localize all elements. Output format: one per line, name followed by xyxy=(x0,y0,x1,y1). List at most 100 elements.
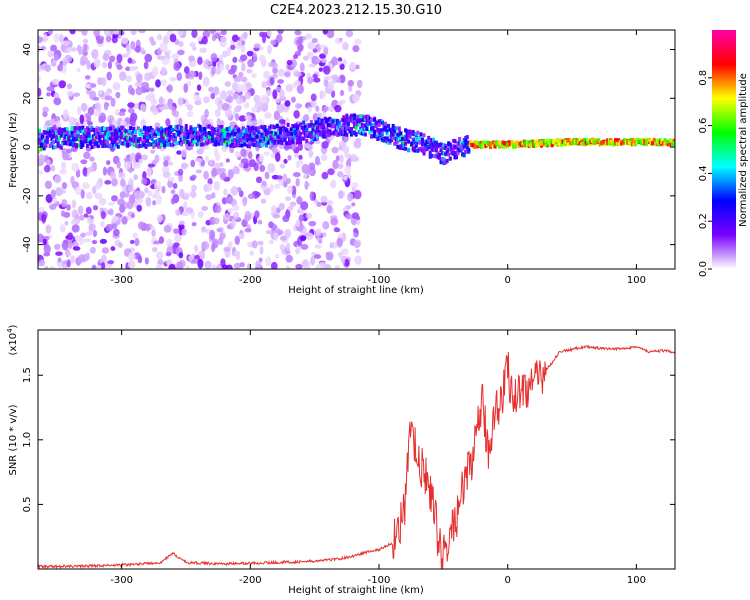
heatmap-cell xyxy=(624,138,628,143)
heatmap-cell xyxy=(461,143,465,148)
heatmap-cell xyxy=(299,140,303,145)
heatmap-cell xyxy=(322,106,329,112)
heatmap-cell xyxy=(193,94,200,101)
heatmap-cell xyxy=(98,136,102,141)
heatmap-cell xyxy=(308,220,317,227)
heatmap-cell xyxy=(521,141,525,146)
heatmap-cell xyxy=(303,134,307,139)
heatmap-cell xyxy=(119,71,127,81)
heatmap-cell xyxy=(271,139,275,144)
heatmap-cell xyxy=(371,133,375,138)
heatmap-cell xyxy=(283,181,288,188)
heatmap-cell xyxy=(317,129,321,134)
heatmap-cell xyxy=(80,232,86,238)
heatmap-cell xyxy=(243,102,250,109)
heatmap-cell xyxy=(38,128,42,133)
heatmap-cell xyxy=(234,132,238,137)
spectrogram-y-label: Frequency (Hz) xyxy=(8,112,19,188)
heatmap-cell xyxy=(394,140,398,145)
heatmap-cell xyxy=(72,141,76,146)
heatmap-cell xyxy=(92,229,98,238)
heatmap-cell xyxy=(272,66,278,74)
heatmap-cell xyxy=(177,125,181,130)
heatmap-cell xyxy=(177,131,181,136)
heatmap-cell xyxy=(127,107,135,114)
heatmap-cell xyxy=(332,159,339,170)
heatmap-cell xyxy=(526,143,530,148)
heatmap-cell xyxy=(152,129,156,134)
heatmap-cell xyxy=(343,128,347,133)
heatmap-cell xyxy=(57,261,63,269)
heatmap-cell xyxy=(408,134,412,139)
heatmap-cell xyxy=(134,237,140,247)
heatmap-cell xyxy=(46,92,51,97)
heatmap-cell xyxy=(132,135,136,140)
heatmap-cell xyxy=(458,137,462,142)
heatmap-cell xyxy=(130,135,134,140)
heatmap-cell xyxy=(349,113,353,118)
heatmap-cell xyxy=(99,131,103,136)
heatmap-cell xyxy=(136,138,140,143)
heatmap-cell xyxy=(64,221,69,226)
heatmap-cell xyxy=(380,120,384,125)
heatmap-cell xyxy=(83,151,91,160)
heatmap-cell xyxy=(438,142,442,147)
heatmap-cell xyxy=(66,251,72,257)
heatmap-cell xyxy=(473,143,477,148)
heatmap-cell xyxy=(76,68,81,73)
heatmap-cell xyxy=(371,125,375,130)
heatmap-cell xyxy=(567,138,571,143)
heatmap-cell xyxy=(276,103,285,113)
heatmap-cell xyxy=(242,196,248,203)
heatmap-cell xyxy=(334,37,343,45)
heatmap-cell xyxy=(149,133,153,138)
heatmap-cell xyxy=(359,126,363,131)
heatmap-cell xyxy=(397,129,401,134)
heatmap-cell xyxy=(223,134,227,139)
heatmap-cell xyxy=(268,134,272,139)
heatmap-cell xyxy=(226,90,234,96)
heatmap-cell xyxy=(442,151,446,156)
heatmap-cell xyxy=(160,130,164,135)
heatmap-cell xyxy=(309,120,313,125)
heatmap-cell xyxy=(370,117,374,122)
heatmap-cell xyxy=(355,64,360,70)
heatmap-cell xyxy=(354,123,358,128)
heatmap-cell xyxy=(337,251,344,258)
heatmap-cell xyxy=(78,214,85,221)
y-tick-label: 0.5 xyxy=(22,496,33,512)
heatmap-cell xyxy=(85,146,92,152)
heatmap-cell xyxy=(424,139,428,144)
heatmap-cell xyxy=(407,139,411,144)
heatmap-cell xyxy=(519,143,523,148)
heatmap-cell xyxy=(220,137,224,142)
heatmap-cell xyxy=(110,171,116,180)
heatmap-cell xyxy=(319,131,323,136)
heatmap-cell xyxy=(285,242,291,252)
heatmap-cell xyxy=(215,152,221,162)
heatmap-cell xyxy=(332,130,336,135)
heatmap-cell xyxy=(563,142,567,147)
heatmap-cell xyxy=(196,84,202,91)
heatmap-cell xyxy=(253,94,261,103)
heatmap-cell xyxy=(95,131,99,136)
heatmap-cell xyxy=(135,87,143,96)
heatmap-cell xyxy=(345,124,349,129)
heatmap-cell xyxy=(59,224,66,233)
heatmap-cell xyxy=(288,140,292,145)
heatmap-cell xyxy=(255,260,262,268)
heatmap-cell xyxy=(210,129,214,134)
heatmap-cell xyxy=(93,135,97,140)
heatmap-cell xyxy=(397,136,401,141)
heatmap-cell xyxy=(442,157,446,162)
heatmap-cell xyxy=(195,169,202,174)
heatmap-cell xyxy=(516,141,520,146)
heatmap-cell xyxy=(425,146,429,151)
heatmap-cell xyxy=(176,30,184,36)
heatmap-cell xyxy=(626,139,630,144)
heatmap-cell xyxy=(651,141,655,146)
heatmap-cell xyxy=(151,69,159,77)
heatmap-cell xyxy=(291,132,295,137)
heatmap-cell xyxy=(220,36,228,43)
